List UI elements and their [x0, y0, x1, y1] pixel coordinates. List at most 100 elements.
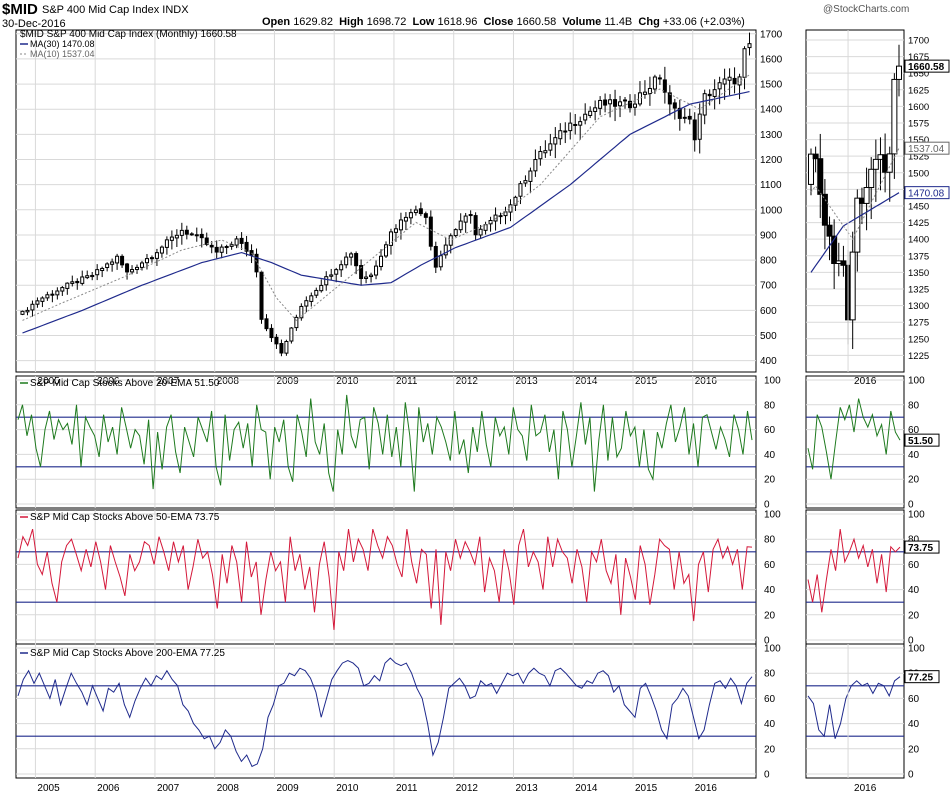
- candle-body: [65, 282, 70, 289]
- x-tick-label-top: 2005: [37, 376, 60, 387]
- high-label: High: [339, 16, 364, 28]
- candle-body: [747, 43, 752, 49]
- nav-indicator-tick-label: 0: [908, 500, 914, 511]
- value-tag-box: [904, 540, 940, 554]
- nav-indicator-line: [807, 398, 901, 480]
- ma30-line: [22, 91, 750, 334]
- nav-indicator-tick-label: 60: [908, 425, 920, 436]
- candle-body: [627, 100, 633, 109]
- candle-body: [329, 274, 334, 277]
- ohlc-readout: Open 1629.82 High 1698.72 Low 1618.96 Cl…: [262, 16, 745, 28]
- nav-ma30-line: [810, 192, 900, 273]
- candle-body: [667, 92, 672, 105]
- candle-body: [697, 113, 702, 140]
- nav-candle-body: [817, 158, 824, 195]
- candle-body: [528, 170, 533, 182]
- nav-indicator-tick-label: 60: [908, 694, 920, 705]
- candle-body: [349, 253, 354, 258]
- candle-body: [398, 219, 403, 231]
- indicator-tick-label: 100: [764, 644, 781, 655]
- nav-candle-body: [821, 193, 828, 226]
- price-tick-label: 600: [760, 306, 777, 317]
- nav-indicator-tick-label: 20: [908, 610, 920, 621]
- candle-body: [448, 235, 453, 246]
- candle-body: [30, 303, 35, 311]
- candle-body: [702, 93, 707, 116]
- candle-body: [339, 264, 344, 271]
- x-tick-label-top: 2009: [276, 376, 299, 387]
- chart-date: 30-Dec-2016: [2, 18, 66, 30]
- nav-indicator-tick-label: 40: [908, 719, 920, 730]
- nav-price-tick-label: 1250: [908, 334, 929, 345]
- x-tick-label-bottom: 2009: [276, 783, 299, 794]
- nav-price-tick-label: 1350: [908, 268, 929, 279]
- nav-x-tick-label: 2016: [854, 376, 877, 387]
- nav-price-tick-label: 1650: [908, 69, 929, 80]
- indicator-panel-title: S&P Mid Cap Stocks Above 20-EMA 51.50: [30, 378, 220, 389]
- indicator-line: [17, 657, 753, 768]
- candle-body: [45, 294, 50, 299]
- x-tick-label-bottom: 2010: [336, 783, 359, 794]
- nav-indicator-tick-label: 0: [908, 770, 914, 781]
- value-tag-box: [904, 670, 940, 684]
- price-tick-label: 1300: [760, 130, 783, 141]
- close-value: 1660.58: [516, 16, 557, 28]
- indicator-panel-title: S&P Mid Cap Stocks Above 200-EMA 77.25: [30, 648, 225, 659]
- candle-body: [135, 266, 140, 270]
- x-tick-label-top: 2010: [336, 376, 359, 387]
- candle-body: [95, 269, 100, 276]
- nav-price-tick-label: 1275: [908, 318, 929, 329]
- indicator-tick-label: 100: [764, 376, 781, 387]
- x-tick-label-top: 2016: [695, 376, 718, 387]
- nav-price-tag-box: [904, 186, 950, 200]
- indicator-tick-label: 60: [764, 425, 776, 436]
- volume-value: 11.4B: [604, 16, 633, 28]
- candle-body: [732, 77, 737, 85]
- price-tick-label: 1600: [760, 54, 783, 65]
- indicator-tick-label: 20: [764, 475, 776, 486]
- candle-body: [742, 48, 747, 78]
- indicator-tick-label: 40: [764, 450, 776, 461]
- indicator-tick-label: 80: [764, 400, 776, 411]
- candle-body: [60, 287, 65, 292]
- candle-body: [548, 143, 553, 151]
- candle-body: [403, 216, 408, 222]
- ma10-line: [22, 74, 750, 322]
- candle-body: [513, 196, 518, 206]
- candle-body: [344, 256, 349, 266]
- candle-body: [727, 76, 732, 81]
- candle-body: [558, 130, 563, 140]
- candle-body: [453, 229, 458, 237]
- nav-panel-frame-3: [805, 643, 905, 779]
- nav-price-tick-label: 1525: [908, 152, 929, 163]
- index-full-name: S&P 400 Mid Cap Index: [42, 4, 160, 16]
- nav-price-tick-label: 1425: [908, 218, 929, 229]
- nav-price-tag-label: 1660.58: [908, 62, 945, 73]
- high-value: 1698.72: [366, 16, 407, 28]
- candle-body: [224, 246, 229, 249]
- candle-body: [553, 137, 558, 145]
- price-tick-label: 1200: [760, 155, 783, 166]
- nav-indicator-tick-label: 100: [908, 644, 925, 655]
- index-exchange: INDX: [162, 4, 189, 16]
- x-tick-label-top: 2012: [456, 376, 479, 387]
- candle-body: [159, 246, 164, 254]
- nav-candle-body: [812, 153, 819, 160]
- candle-body: [214, 246, 219, 253]
- nav-panel-frame-2: [805, 509, 905, 645]
- candle-body: [578, 121, 583, 126]
- candle-body: [110, 261, 115, 265]
- candle-body: [443, 244, 448, 256]
- index-name: S&P 400 Mid Cap Index INDX: [42, 4, 189, 16]
- candle-body: [374, 265, 379, 276]
- candle-body: [169, 236, 174, 241]
- candle-body: [85, 275, 90, 279]
- price-tick-label: 400: [760, 356, 777, 367]
- candle-body: [234, 238, 239, 246]
- candle-body: [244, 241, 249, 252]
- indicator-tick-label: 60: [764, 560, 776, 571]
- candle-body: [662, 79, 667, 93]
- candle-body: [518, 183, 523, 197]
- indicator-line: [17, 528, 753, 630]
- x-tick-label-top: 2015: [635, 376, 658, 387]
